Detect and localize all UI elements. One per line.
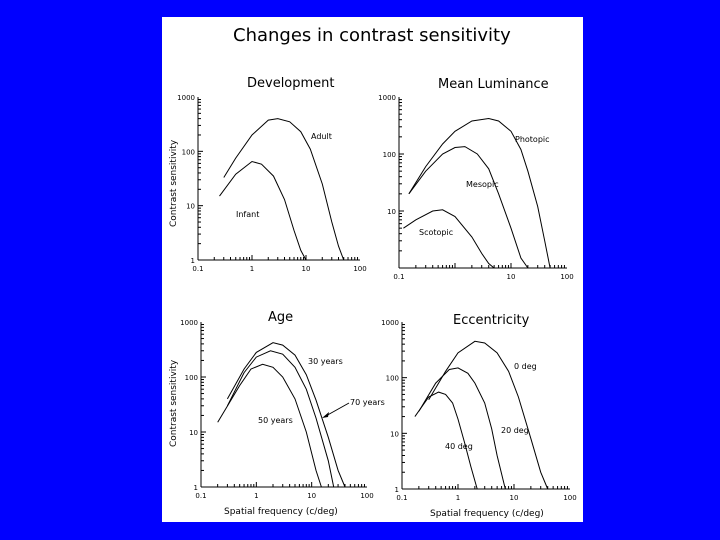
y-tick-label: 1000 [381,319,399,327]
y-tick-label: 1 [194,484,198,492]
panel-title-development: Development [247,76,335,91]
x-tick-label: 0.1 [393,273,404,281]
series-line-1 [219,160,307,261]
y-tick-label: 100 [386,375,399,383]
ylabel-bottom-left: Contrast sensitivity [169,359,179,447]
xlabel-bottom-right: Spatial frequency (c/deg) [430,509,544,519]
curve-label-adult: Adult [311,132,332,141]
y-tick-label: 10 [189,429,198,437]
series-line-0 [408,117,551,269]
series-line-1 [408,146,529,269]
series-line-0 [226,342,346,488]
slide-panel: Changes in contrast sensitivity Developm… [162,17,583,522]
x-tick-label: 0.1 [396,494,407,502]
series-line-0 [428,340,549,490]
x-tick-label: 10 [510,494,519,502]
contrast-sensitivity-figure: Changes in contrast sensitivity Developm… [169,25,577,519]
x-tick-label: 1 [250,265,254,273]
panel-age: Age Contrast sensitivity Spatial frequen… [169,310,385,517]
curve-label-mesopic: Mesopic [466,180,499,189]
figure-title: Changes in contrast sensitivity [233,25,511,46]
x-tick-label: 1 [254,492,258,500]
curve-label-0-deg: 0 deg [514,362,537,371]
curve-label-infant: Infant [236,210,259,219]
ylabel-top-left: Contrast sensitivity [169,139,179,227]
panel-development: Development Contrast sensitivity Adult I… [169,76,367,273]
panel-title-age: Age [268,310,293,325]
x-tick-label: 100 [563,494,576,502]
y-tick-label: 100 [185,374,198,382]
annotation-arrowhead-70-years [322,412,329,418]
xlabel-bottom-left: Spatial frequency (c/deg) [224,507,338,517]
y-tick-label: 1000 [180,319,198,327]
series-line-2 [414,391,478,490]
x-tick-label: 0.1 [195,492,206,500]
curve-label-70-years: 70 years [350,398,385,407]
curve-label-50-years: 50 years [258,416,293,425]
y-tick-label: 10 [387,208,396,216]
series-line-1 [418,367,506,490]
curve-label-20-deg: 20 deg [501,426,529,435]
y-tick-label: 10 [390,430,399,438]
series-line-0 [223,118,345,261]
y-tick-label: 1 [191,257,195,265]
curve-label-40-deg: 40 deg [445,442,473,451]
curve-label-30-years: 30 years [308,357,343,366]
series-line-1 [226,350,335,488]
x-tick-label: 100 [353,265,366,273]
panel-eccentricity: Eccentricity Spatial frequency (c/deg) 0… [381,313,577,519]
panel-mean-luminance: Mean Luminance Photopic Mesopic Scotopic… [378,77,574,281]
x-tick-label: 10 [307,492,316,500]
x-tick-label: 10 [302,265,311,273]
curve-label-scotopic: Scotopic [419,228,453,237]
series-line-2 [217,363,322,488]
x-tick-label: 10 [507,273,516,281]
y-tick-label: 100 [182,148,195,156]
y-tick-label: 1000 [177,94,195,102]
y-tick-label: 1000 [378,94,396,102]
y-tick-label: 1 [395,486,399,494]
series-line-2 [403,209,495,269]
y-tick-label: 10 [186,203,195,211]
x-tick-label: 100 [360,492,373,500]
x-tick-label: 0.1 [192,265,203,273]
x-tick-label: 100 [560,273,573,281]
y-tick-label: 100 [383,151,396,159]
curve-label-photopic: Photopic [515,135,550,144]
panel-title-mean-luminance: Mean Luminance [438,77,549,92]
panel-title-eccentricity: Eccentricity [453,313,530,328]
x-tick-label: 1 [456,494,460,502]
